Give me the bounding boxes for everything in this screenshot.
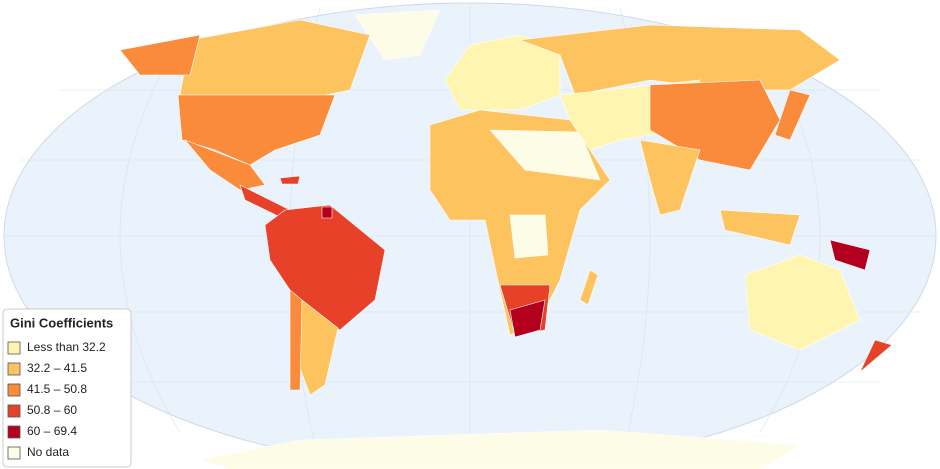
southeast-asia xyxy=(719,209,801,246)
papua-new-guinea xyxy=(829,239,871,271)
legend-label: No data xyxy=(27,445,69,459)
legend-label: 41.5 – 50.8 xyxy=(27,382,87,396)
legend-swatch xyxy=(7,362,21,376)
japan xyxy=(774,89,811,141)
countries xyxy=(119,9,893,469)
south-africa xyxy=(509,299,546,338)
legend-label: Less than 32.2 xyxy=(27,340,106,354)
legend-swatch xyxy=(7,341,21,355)
north-africa xyxy=(489,129,601,181)
legend-label: 60 – 69.4 xyxy=(27,424,77,438)
alaska xyxy=(119,34,201,76)
greenland xyxy=(354,9,441,61)
suriname xyxy=(321,206,333,219)
canada xyxy=(179,19,371,101)
antarctica xyxy=(199,429,801,469)
brazil-region xyxy=(264,204,386,331)
new-zealand xyxy=(859,339,893,373)
madagascar xyxy=(579,269,599,306)
mexico xyxy=(184,139,266,191)
legend-swatch xyxy=(7,425,21,439)
legend: Gini Coefficients Less than 32.2 32.2 – 4… xyxy=(2,308,132,468)
legend-label: 32.2 – 41.5 xyxy=(27,361,87,375)
legend-box xyxy=(2,308,132,468)
central-africa xyxy=(509,214,549,259)
australia xyxy=(744,254,861,351)
legend-swatch xyxy=(7,404,21,418)
india xyxy=(639,139,701,216)
chile xyxy=(289,289,303,391)
legend-title: Gini Coefficients xyxy=(10,315,113,330)
europe xyxy=(444,34,561,111)
caribbean xyxy=(279,175,301,185)
legend-label: 50.8 – 60 xyxy=(27,403,77,417)
legend-swatch xyxy=(7,383,21,397)
legend-swatch xyxy=(7,446,21,460)
